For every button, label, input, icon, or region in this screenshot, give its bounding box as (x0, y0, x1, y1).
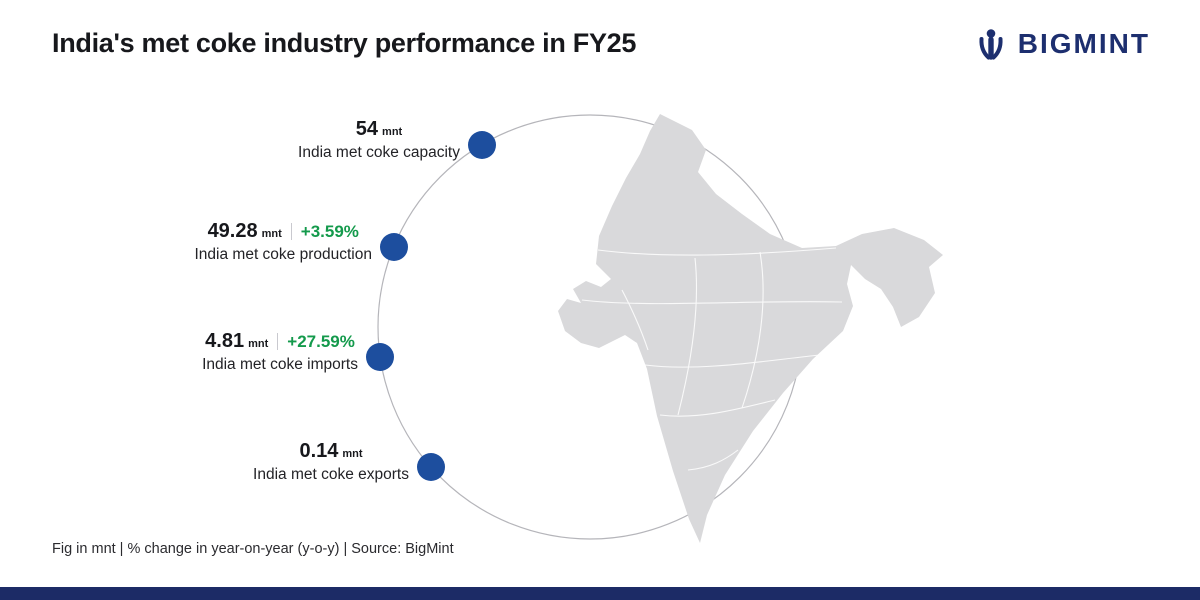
stat-capacity-unit: mnt (382, 126, 403, 138)
stat-exports-value-line: 0.14 mnt (299, 440, 362, 463)
stat-imports-value-line: 4.81 mnt +27.59% (205, 330, 355, 353)
value-change-divider (290, 223, 292, 240)
bottom-accent-bar (0, 587, 1200, 600)
page-title: India's met coke industry performance in… (52, 28, 637, 58)
stat-production-value: 49.28 (207, 220, 258, 242)
bigmint-logo-icon (979, 29, 1003, 60)
stat-capacity-label: India met coke capacity (298, 144, 460, 161)
bigmint-logo-text: BIGMINT (1017, 28, 1150, 59)
stat-production-label: India met coke production (194, 246, 373, 263)
stat-imports-value: 4.81 (205, 330, 245, 352)
stat-imports-label: India met coke imports (202, 356, 358, 373)
stat-exports-value: 0.14 (299, 440, 339, 462)
dot-exports (417, 453, 445, 481)
stat-capacity: 54 mnt India met coke capacity (298, 118, 460, 162)
bigmint-logo: BIGMINT (973, 26, 1150, 62)
dot-capacity (468, 131, 496, 159)
stat-imports-unit: mnt (248, 338, 269, 350)
stat-exports: 0.14 mnt India met coke exports (253, 440, 409, 484)
stat-imports: 4.81 mnt +27.59% India met coke imports (202, 330, 358, 374)
stat-exports-label: India met coke exports (253, 466, 409, 483)
stat-production-value-line: 49.28 mnt +3.59% (208, 220, 359, 243)
stat-production: 49.28 mnt +3.59% India met coke producti… (195, 220, 373, 264)
dot-imports (366, 343, 394, 371)
stat-imports-change: +27.59% (287, 332, 355, 351)
stat-production-unit: mnt (261, 228, 282, 240)
india-map (558, 114, 943, 543)
value-change-divider (277, 333, 279, 350)
stat-capacity-value-line: 54 mnt (356, 118, 402, 141)
stat-capacity-value: 54 (355, 118, 379, 140)
india-state-borders (581, 247, 843, 471)
stat-production-change: +3.59% (300, 222, 359, 241)
stat-exports-unit: mnt (342, 448, 363, 460)
footnote: Fig in mnt | % change in year-on-year (y… (52, 541, 454, 557)
dot-production (380, 233, 408, 261)
